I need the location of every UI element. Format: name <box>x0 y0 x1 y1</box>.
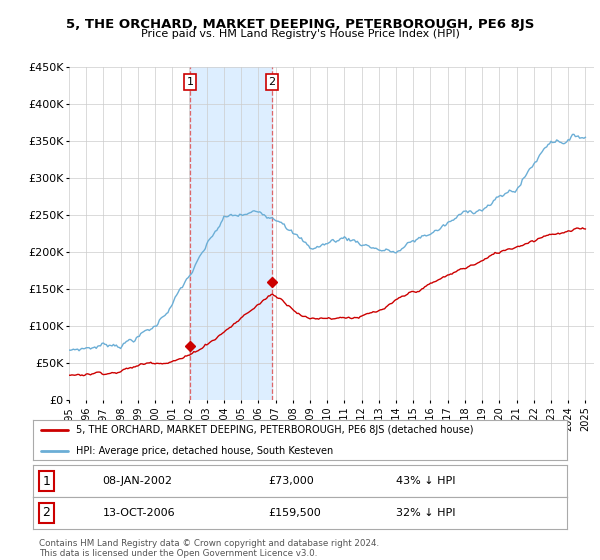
Text: 13-OCT-2006: 13-OCT-2006 <box>103 508 175 518</box>
Text: 43% ↓ HPI: 43% ↓ HPI <box>396 476 455 486</box>
Bar <box>190 67 272 400</box>
Text: £73,000: £73,000 <box>268 476 314 486</box>
Text: 1: 1 <box>43 474 50 488</box>
Text: 32% ↓ HPI: 32% ↓ HPI <box>396 508 455 518</box>
Text: £159,500: £159,500 <box>268 508 321 518</box>
Text: HPI: Average price, detached house, South Kesteven: HPI: Average price, detached house, Sout… <box>76 446 333 456</box>
Text: Contains HM Land Registry data © Crown copyright and database right 2024.
This d: Contains HM Land Registry data © Crown c… <box>39 539 379 558</box>
Text: 2: 2 <box>43 506 50 520</box>
Text: 08-JAN-2002: 08-JAN-2002 <box>103 476 172 486</box>
Text: 5, THE ORCHARD, MARKET DEEPING, PETERBOROUGH, PE6 8JS (detached house): 5, THE ORCHARD, MARKET DEEPING, PETERBOR… <box>76 425 473 435</box>
Text: Price paid vs. HM Land Registry's House Price Index (HPI): Price paid vs. HM Land Registry's House … <box>140 29 460 39</box>
Text: 5, THE ORCHARD, MARKET DEEPING, PETERBOROUGH, PE6 8JS: 5, THE ORCHARD, MARKET DEEPING, PETERBOR… <box>66 18 534 31</box>
Text: 2: 2 <box>268 77 275 87</box>
Text: 1: 1 <box>187 77 194 87</box>
